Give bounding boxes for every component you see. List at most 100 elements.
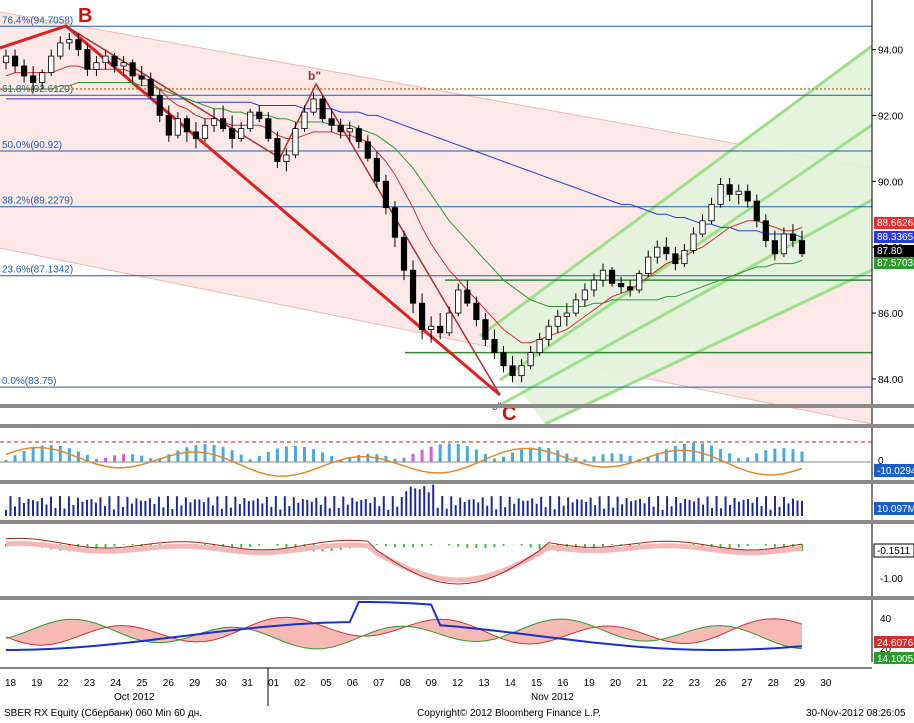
volume-bar	[261, 503, 264, 516]
volume-bar	[594, 505, 597, 516]
candle-body	[111, 55, 118, 67]
osc-bar	[393, 458, 397, 462]
candle-body	[21, 65, 28, 77]
volume-bar	[598, 496, 601, 516]
volume-bar	[153, 503, 156, 516]
candle-body	[328, 118, 335, 126]
volume-bar	[603, 508, 606, 516]
osc-bar	[719, 448, 723, 462]
dmi-axis-label: 40	[880, 614, 892, 625]
osc-bar	[131, 454, 135, 462]
volume-bar	[423, 486, 426, 516]
volume-bar	[531, 498, 534, 516]
osc-bar	[384, 455, 388, 462]
volume-bar	[742, 499, 745, 516]
moving-average-green	[6, 82, 803, 307]
macd-histogram-bar	[475, 544, 478, 549]
osc-bar	[502, 456, 505, 462]
candle-body	[310, 98, 317, 113]
volume-bar	[589, 497, 592, 516]
osc-bar	[67, 448, 71, 462]
dmi-minus-value-tag	[874, 652, 914, 664]
last-value-tag	[874, 257, 914, 269]
x-axis-day-label: 09	[426, 678, 438, 689]
osc-axis-label: 0	[878, 456, 884, 467]
volume-bar	[405, 491, 408, 516]
candle-body	[518, 365, 525, 377]
candle-body	[301, 111, 308, 129]
volume-bar	[225, 496, 228, 516]
osc-bar	[158, 458, 162, 462]
volume-bar	[103, 505, 106, 516]
osc-bar	[321, 452, 325, 462]
volume-bar	[328, 508, 331, 516]
volume-bar	[747, 499, 750, 516]
volume-bar	[504, 507, 507, 516]
volume-bar	[468, 499, 471, 516]
candle-body	[663, 246, 670, 255]
candle-body	[274, 138, 281, 162]
panel-separator	[0, 424, 914, 428]
last-value-label: 88.3365	[877, 232, 914, 243]
macd-histogram-bar	[602, 544, 604, 547]
volume-bar	[544, 507, 547, 516]
volume-bar	[508, 496, 511, 516]
dmi-minus-line	[5, 618, 803, 650]
osc-bar	[483, 453, 487, 462]
volume-bar	[144, 500, 147, 516]
osc-bar	[592, 456, 596, 462]
dmi-plus-value-label: 24.6076	[877, 638, 914, 649]
osc-bar	[176, 450, 180, 462]
macd-histogram-bar	[746, 544, 749, 547]
macd-histogram-bar	[502, 544, 505, 546]
volume-bar	[414, 488, 417, 516]
candle-body	[156, 95, 163, 116]
candle-body	[165, 115, 172, 136]
volume-bar	[126, 496, 129, 516]
osc-bar	[529, 447, 533, 462]
osc-bar	[520, 449, 524, 462]
osc-bar	[791, 449, 795, 462]
candle-body	[355, 128, 362, 143]
volume-bar	[432, 484, 435, 516]
candle-body	[265, 118, 272, 139]
candle-body	[364, 141, 371, 159]
volume-bar	[234, 496, 237, 516]
volume-bar	[567, 497, 570, 516]
macd-histogram-bar	[375, 544, 378, 546]
x-axis-day-label: 06	[347, 678, 359, 689]
osc-bar	[728, 453, 732, 462]
volume-bar	[706, 496, 709, 516]
volume-bar	[297, 502, 300, 516]
volume-bar	[13, 506, 16, 516]
candle-body	[11, 55, 19, 67]
x-axis-day-label: 07	[373, 678, 385, 689]
candle-body	[129, 62, 136, 77]
volume-bar	[40, 497, 43, 516]
osc-bar	[293, 446, 297, 462]
last-value-label: 87.5703	[877, 258, 914, 269]
osc-signal-line	[5, 446, 803, 477]
volume-bar	[702, 504, 705, 516]
volume-bar	[292, 497, 295, 516]
candle-body	[780, 233, 787, 255]
osc-value-label: -10.0294	[877, 466, 914, 477]
osc-bar	[746, 457, 750, 462]
volume-bar	[265, 496, 268, 516]
volume-bar	[580, 499, 583, 516]
osc-bar	[312, 449, 316, 462]
x-axis-day-label: 20	[610, 678, 622, 689]
volume-bar	[76, 497, 79, 516]
candle-body	[509, 365, 516, 377]
x-axis-day-label: 23	[84, 678, 96, 689]
candle-body	[75, 39, 82, 50]
osc-bar	[366, 453, 370, 462]
volume-bar	[549, 496, 552, 516]
volume-bar	[738, 501, 741, 516]
macd-signal-band	[5, 540, 803, 583]
volume-bar	[409, 486, 412, 516]
volume-bar	[477, 502, 480, 516]
volume-bar	[360, 500, 363, 516]
volume-bar	[513, 503, 516, 516]
macd-axis-label: -1.00	[880, 574, 903, 585]
